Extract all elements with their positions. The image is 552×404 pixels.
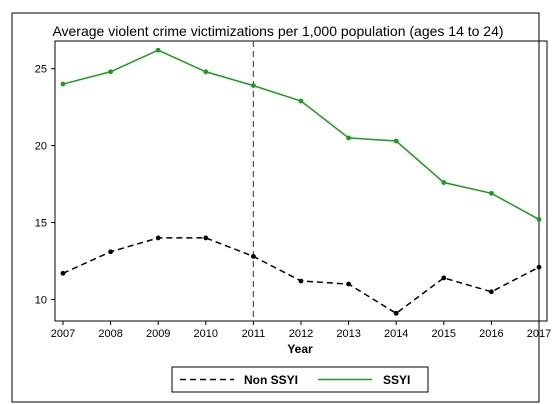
data-point-non-ssyi-2014 [393, 310, 399, 316]
data-point-non-ssyi-2007 [60, 270, 66, 276]
data-point-non-ssyi-2009 [155, 235, 161, 241]
data-point-ssyi-2014 [393, 138, 399, 144]
x-tick-label-2013: 2013 [336, 328, 360, 340]
chart-title: Average violent crime victimizations per… [52, 23, 503, 39]
data-point-non-ssyi-2010 [203, 235, 209, 241]
x-tick-label-2010: 2010 [194, 328, 218, 340]
x-tick-label-2007: 2007 [51, 328, 75, 340]
data-point-non-ssyi-2011 [251, 253, 256, 259]
data-point-ssyi-2011 [251, 83, 256, 89]
x-tick-label-2009: 2009 [146, 328, 170, 340]
legend-label-ssyi: SSYI [383, 373, 410, 387]
x-tick-label-2008: 2008 [98, 328, 122, 340]
data-point-ssyi-2017 [536, 217, 542, 222]
chart-outer-frame [11, 12, 540, 403]
data-point-non-ssyi-2017 [536, 264, 542, 270]
y-tick-label-10: 10 [35, 294, 47, 306]
series-layer [60, 47, 542, 316]
y-tick-label-15: 15 [35, 218, 47, 230]
x-axis-label: Year [287, 342, 313, 356]
data-point-ssyi-2015 [441, 180, 447, 185]
x-tick-label-2014: 2014 [384, 328, 408, 340]
data-point-ssyi-2009 [155, 47, 161, 53]
x-tick-label-2012: 2012 [289, 328, 313, 340]
data-point-ssyi-2008 [108, 69, 113, 75]
data-point-ssyi-2016 [489, 190, 494, 196]
x-tick-label-2016: 2016 [479, 328, 503, 340]
data-point-non-ssyi-2008 [108, 249, 113, 255]
y-tick-label-25: 25 [35, 64, 47, 76]
data-point-ssyi-2013 [346, 135, 351, 141]
data-point-non-ssyi-2016 [489, 289, 494, 295]
x-tick-label-2011: 2011 [242, 328, 266, 340]
axes: 10 15 20 25 2007 2008 2009 2010 2011 2012 2013 2014… [35, 41, 551, 340]
x-tick-label-2015: 2015 [432, 328, 456, 340]
data-point-ssyi-2012 [298, 98, 304, 104]
data-point-ssyi-2010 [203, 69, 209, 75]
x-tick-label-2017: 2017 [527, 328, 551, 340]
data-point-non-ssyi-2012 [298, 278, 304, 284]
data-point-non-ssyi-2013 [346, 281, 351, 287]
y-tick-label-20: 20 [35, 141, 47, 153]
legend-label-non-ssyi: Non SSYI [244, 373, 298, 387]
data-point-ssyi-2007 [60, 81, 66, 87]
data-point-non-ssyi-2015 [441, 275, 447, 281]
legend: Non SSYI SSYI [171, 366, 429, 393]
